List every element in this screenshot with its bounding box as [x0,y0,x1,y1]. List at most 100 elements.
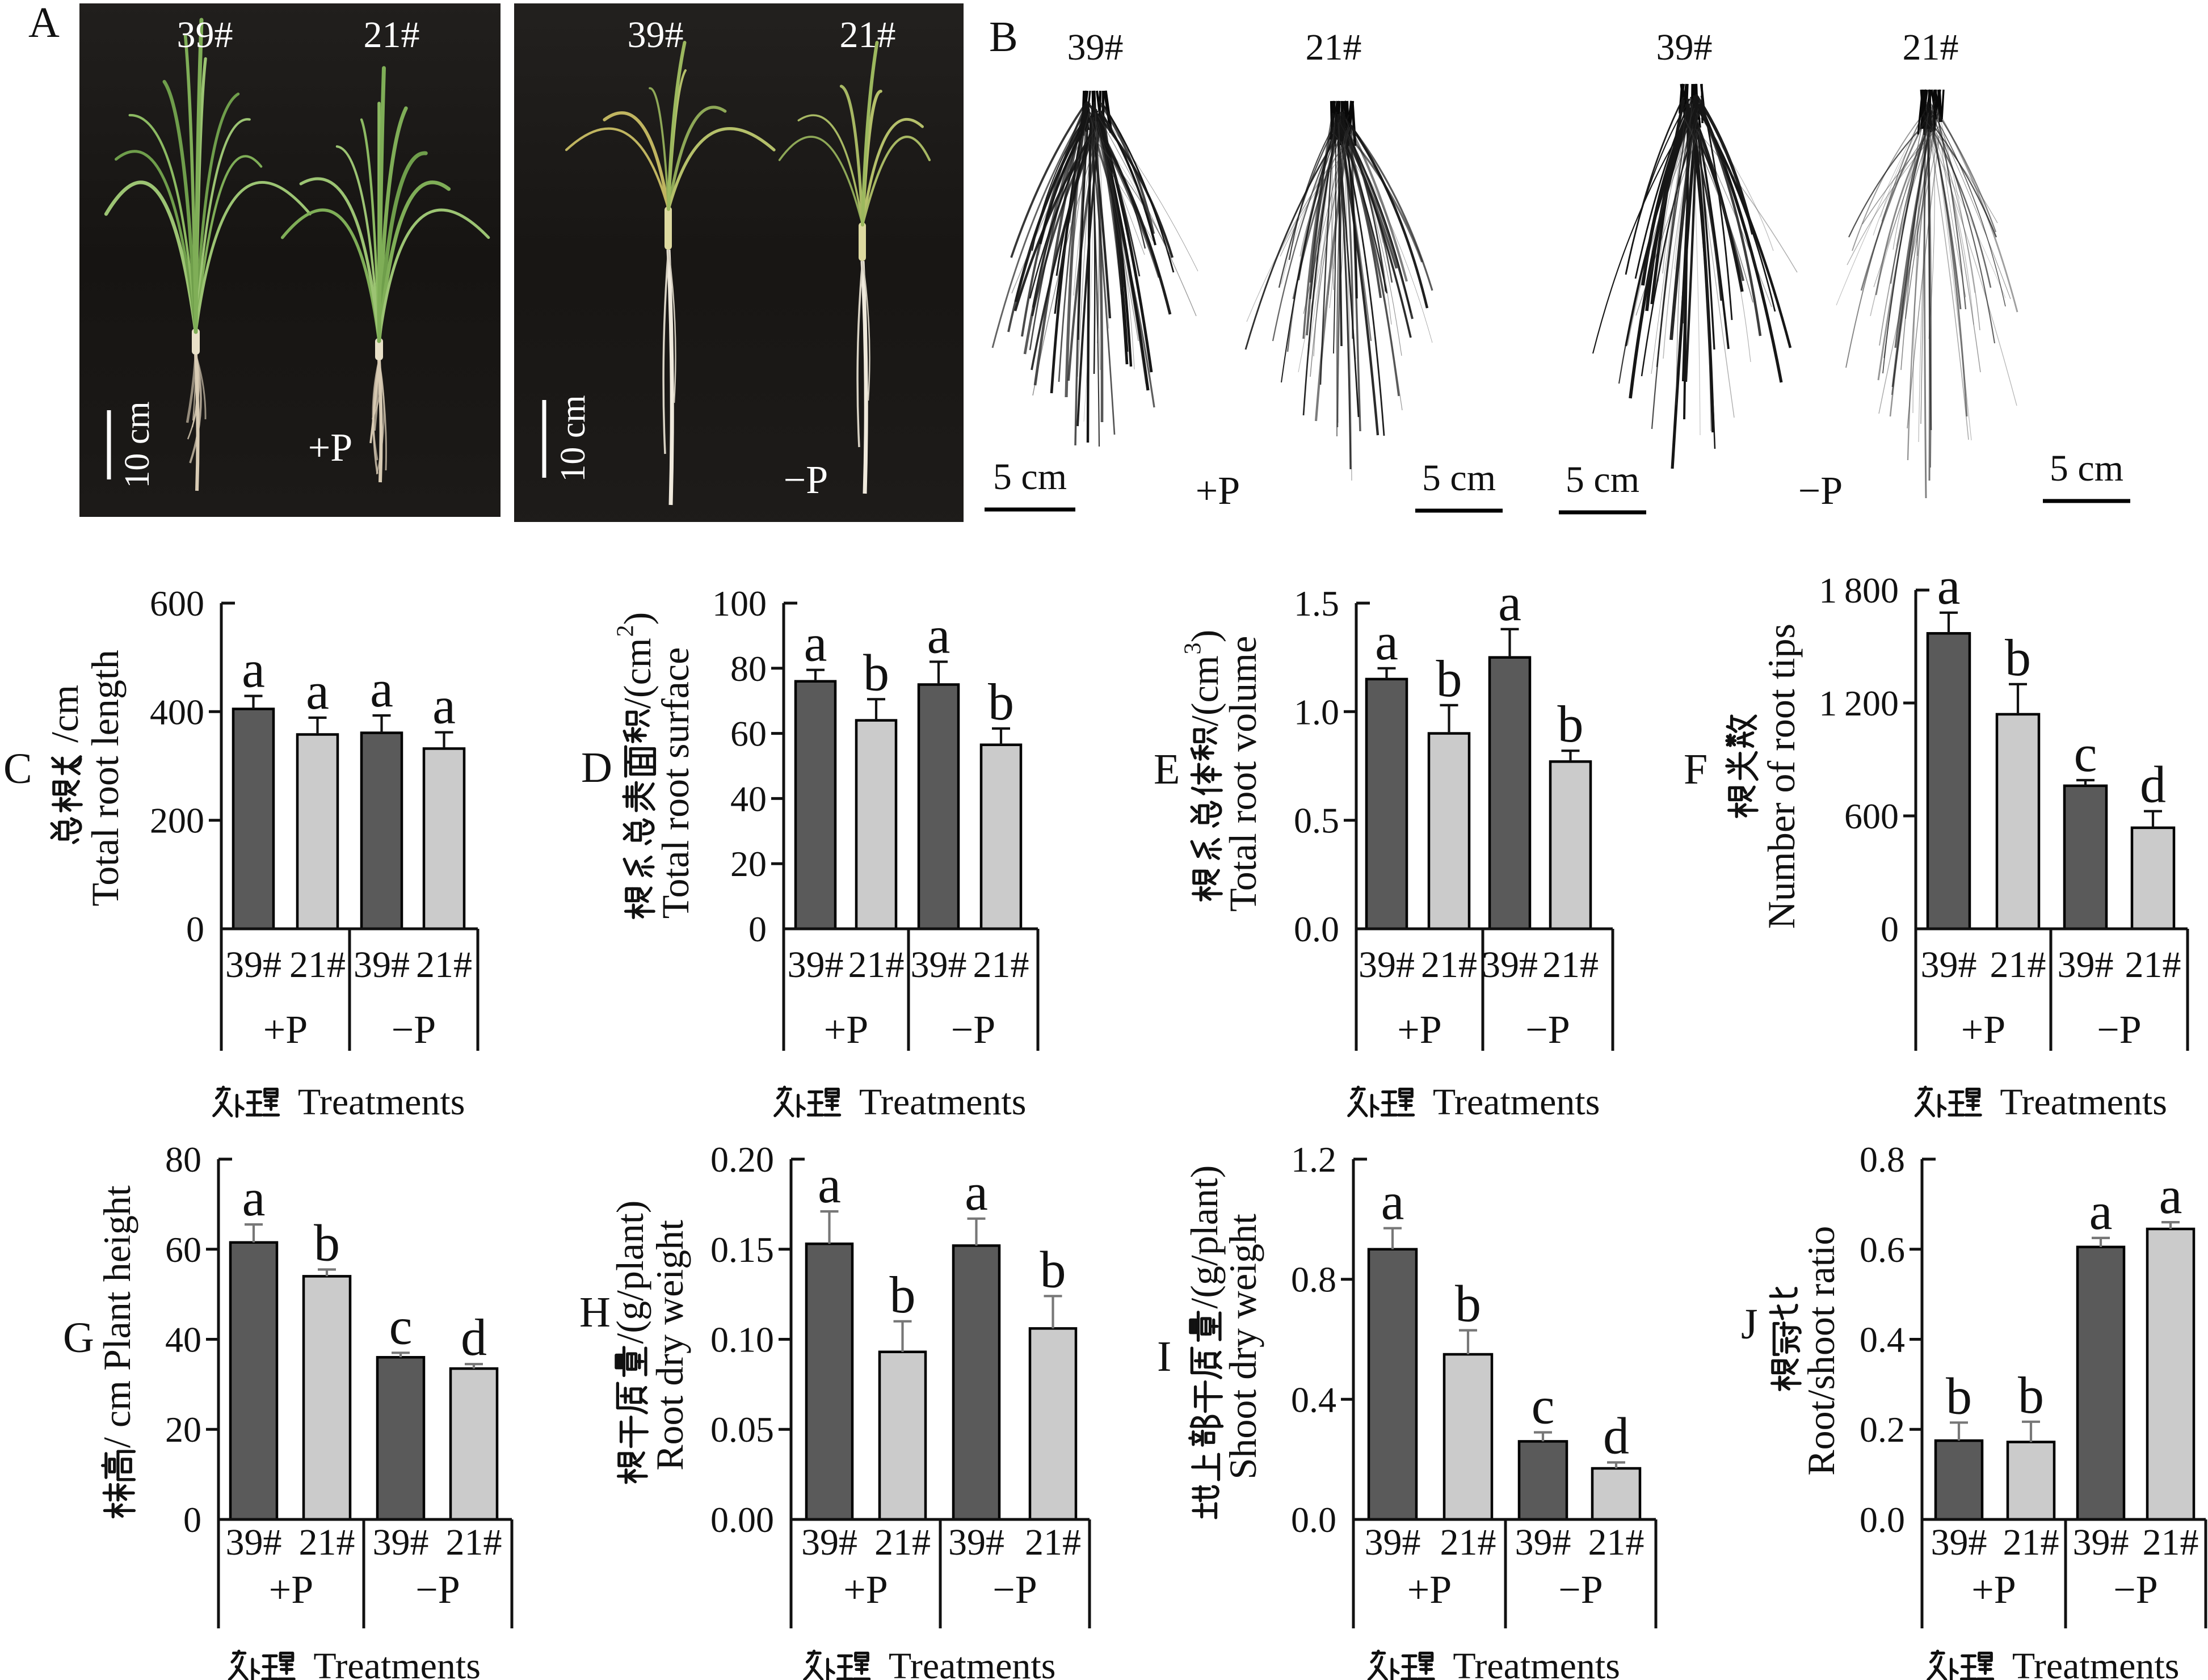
svg-text:21#: 21# [416,944,472,986]
svg-text:21#: 21# [848,944,905,986]
svg-text:0.15: 0.15 [710,1230,774,1270]
svg-text:Total root surface: Total root surface [654,647,697,919]
svg-text:a: a [1498,574,1521,631]
svg-text:39#: 39# [948,1522,1004,1563]
svg-text:80: 80 [165,1139,201,1180]
svg-text:21#: 21# [1421,944,1477,986]
svg-text:39#: 39# [1482,944,1538,986]
svg-text:+P: +P [843,1568,888,1612]
svg-text:a: a [818,1156,841,1214]
svg-text:5 cm: 5 cm [1566,459,1639,500]
svg-text:−P: −P [1525,1008,1570,1052]
svg-text:/ cm Plant height: / cm Plant height [95,1185,138,1448]
svg-text:0.5: 0.5 [1294,801,1339,841]
svg-text:21#: 21# [364,14,420,56]
svg-text:a: a [927,606,951,664]
svg-text:0.10: 0.10 [710,1320,774,1360]
svg-text:Shoot dry weight: Shoot dry weight [1221,1214,1264,1480]
svg-text:0.0: 0.0 [1294,909,1339,949]
svg-text:/cm: /cm [43,685,86,743]
svg-text:+P: +P [1971,1568,2016,1612]
svg-text:5 cm: 5 cm [993,456,1067,498]
svg-text:0: 0 [186,909,204,949]
svg-text:39#: 39# [1656,27,1713,68]
svg-text:0.4: 0.4 [1291,1379,1336,1420]
svg-text:−P: −P [2097,1008,2141,1052]
svg-text:1 800: 1 800 [1819,570,1899,610]
svg-text:20: 20 [165,1409,201,1450]
svg-text:0: 0 [748,909,767,949]
svg-text:a: a [1937,557,1961,615]
svg-text:): ) [1183,630,1226,643]
svg-text:Total root length: Total root length [83,650,127,906]
svg-text:Treatments: Treatments [1414,1081,1600,1123]
svg-text:39#: 39# [2058,944,2114,986]
svg-text:39#: 39# [1515,1522,1571,1563]
svg-text:A: A [28,0,60,47]
svg-text:21#: 21# [1903,27,1959,68]
svg-text:21#: 21# [2125,944,2181,986]
svg-text:0.05: 0.05 [710,1409,774,1450]
svg-text:c: c [1532,1377,1555,1435]
svg-text:+P: +P [1961,1008,2005,1052]
svg-text:39#: 39# [1365,1522,1421,1563]
svg-text:−P: −P [1798,469,1843,513]
svg-text:c: c [389,1297,413,1355]
svg-text:21#: 21# [1025,1522,1081,1563]
svg-text:a: a [306,662,329,720]
svg-text:/(cm: /(cm [1183,655,1226,726]
svg-text:1.5: 1.5 [1294,583,1339,624]
svg-text:0.0: 0.0 [1860,1500,1905,1540]
svg-text:39#: 39# [1931,1522,1987,1563]
svg-text:5 cm: 5 cm [2050,448,2123,489]
svg-text:200: 200 [150,801,204,841]
svg-text:0.0: 0.0 [1291,1500,1336,1540]
svg-text:0.6: 0.6 [1860,1230,1905,1270]
svg-text:2: 2 [612,625,638,637]
svg-text:−P: −P [1558,1568,1603,1612]
svg-text:B: B [989,13,1018,61]
svg-text:39#: 39# [911,944,967,986]
svg-text:−P: −P [2113,1568,2157,1612]
svg-text:b: b [1436,650,1462,708]
svg-text:39#: 39# [801,1522,857,1563]
svg-text:39#: 39# [1359,944,1415,986]
svg-text:b: b [1558,695,1584,753]
svg-text:c: c [2074,725,2097,782]
svg-text:Treatments: Treatments [840,1081,1027,1123]
svg-text:20: 20 [730,844,767,884]
svg-text:/(g/plant): /(g/plant) [1183,1165,1226,1309]
svg-text:39#: 39# [373,1522,429,1563]
svg-text:21#: 21# [1542,944,1599,986]
svg-text:b: b [890,1266,916,1324]
svg-text:1.0: 1.0 [1294,692,1339,732]
svg-text:/(cm: /(cm [616,638,659,709]
svg-text:40: 40 [730,778,767,819]
svg-text:100: 100 [712,583,767,624]
svg-text:80: 80 [730,649,767,689]
svg-text:39#: 39# [177,14,233,56]
svg-text:0.20: 0.20 [710,1139,774,1180]
svg-text:39#: 39# [1067,27,1124,68]
svg-text:a: a [2089,1182,2113,1240]
svg-text:Treatments: Treatments [1981,1081,2167,1123]
svg-text:/(g/plant): /(g/plant) [608,1201,651,1344]
svg-text:0.00: 0.00 [710,1500,774,1540]
svg-text:1 200: 1 200 [1819,683,1899,723]
svg-text:Number of root tips: Number of root tips [1760,624,1803,929]
svg-text:21#: 21# [840,14,896,56]
svg-text:a: a [242,641,265,698]
svg-text:+P: +P [308,426,352,470]
svg-text:+P: +P [1407,1568,1452,1612]
svg-text:Root/shoot ratio: Root/shoot ratio [1799,1226,1843,1476]
svg-text:21#: 21# [1306,27,1362,68]
svg-text:39#: 39# [788,944,844,986]
svg-text:21#: 21# [2003,1522,2059,1563]
svg-text:0.8: 0.8 [1860,1139,1905,1180]
svg-text:600: 600 [150,583,204,624]
svg-text:C: C [3,745,32,793]
svg-text:D: D [581,744,612,791]
svg-text:−P: −P [784,458,828,502]
svg-text:b: b [863,643,889,701]
svg-text:0.8: 0.8 [1291,1260,1336,1300]
